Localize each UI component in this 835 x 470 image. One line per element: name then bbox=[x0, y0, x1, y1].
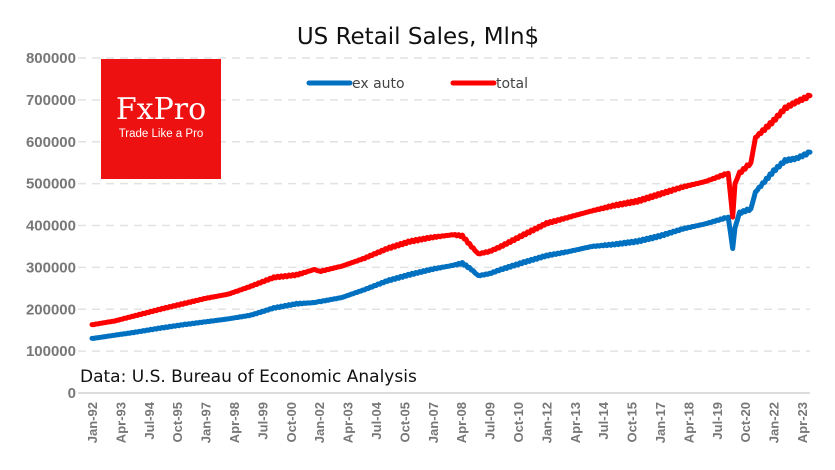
x-tick-label: Apr-18 bbox=[681, 402, 696, 443]
series-line-ex-auto bbox=[89, 149, 813, 341]
x-tick-label: Jan-12 bbox=[539, 402, 554, 443]
x-tick-label: Apr-13 bbox=[568, 402, 583, 443]
x-tick-label: Oct-05 bbox=[397, 402, 412, 442]
y-tick-label: 100000 bbox=[26, 343, 76, 360]
y-tick-label: 400000 bbox=[26, 218, 76, 235]
x-tick-label: Jan-97 bbox=[199, 402, 214, 443]
y-tick-label: 800000 bbox=[26, 50, 76, 67]
y-tick-label: 0 bbox=[68, 385, 76, 402]
x-tick-label: Oct-95 bbox=[170, 402, 185, 442]
series-lines bbox=[89, 92, 813, 341]
chart-title: US Retail Sales, Mln$ bbox=[297, 24, 539, 50]
x-tick-label: Apr-93 bbox=[113, 402, 128, 443]
x-tick-label: Apr-98 bbox=[227, 402, 242, 443]
x-tick-label: Jan-07 bbox=[426, 402, 441, 443]
x-tick-label: Jul-09 bbox=[483, 402, 498, 440]
x-tick-label: Jan-92 bbox=[85, 402, 100, 443]
y-axis-ticks: 0 100000 200000 300000 400000 500000 600000 700… bbox=[26, 50, 76, 402]
x-tick-label: Jul-14 bbox=[596, 401, 611, 439]
x-tick-label: Oct-10 bbox=[511, 402, 526, 442]
source-note: Data: U.S. Bureau of Economic Analysis bbox=[80, 367, 417, 387]
x-tick-label: Jan-22 bbox=[767, 402, 782, 443]
x-tick-label: Jan-02 bbox=[312, 402, 327, 443]
legend-label-total: total bbox=[496, 76, 528, 92]
y-tick-label: 600000 bbox=[26, 134, 76, 151]
x-tick-label: Jul-04 bbox=[369, 401, 384, 439]
y-tick-label: 300000 bbox=[26, 259, 76, 276]
legend-label-ex-auto: ex auto bbox=[352, 76, 405, 92]
fxpro-logo: FxPro Trade Like a Pro bbox=[101, 59, 221, 179]
x-tick-label: Jul-99 bbox=[255, 402, 270, 440]
x-tick-label: Jul-19 bbox=[710, 402, 725, 440]
x-tick-label: Apr-03 bbox=[341, 402, 356, 443]
x-axis-ticks: Jan-92 Apr-93 Jul-94 Oct-95 Jan-97 Apr-98 Jul-… bbox=[85, 401, 810, 443]
x-tick-label: Oct-15 bbox=[625, 402, 640, 442]
x-tick-label: Jan-17 bbox=[653, 402, 668, 443]
x-tick-label: Jul-94 bbox=[142, 401, 157, 439]
logo-wordmark: FxPro bbox=[116, 92, 206, 127]
logo-background bbox=[101, 59, 221, 179]
series-line-total bbox=[89, 92, 813, 328]
x-tick-label: Apr-08 bbox=[454, 402, 469, 443]
x-tick-label: Apr-23 bbox=[795, 402, 810, 443]
x-tick-label: Oct-20 bbox=[738, 402, 753, 442]
y-tick-label: 700000 bbox=[26, 92, 76, 109]
logo-tagline: Trade Like a Pro bbox=[119, 128, 204, 140]
legend: ex auto total bbox=[306, 76, 528, 92]
x-tick-label: Oct-00 bbox=[284, 402, 299, 442]
y-tick-label: 500000 bbox=[26, 176, 76, 193]
y-tick-label: 200000 bbox=[26, 301, 76, 318]
